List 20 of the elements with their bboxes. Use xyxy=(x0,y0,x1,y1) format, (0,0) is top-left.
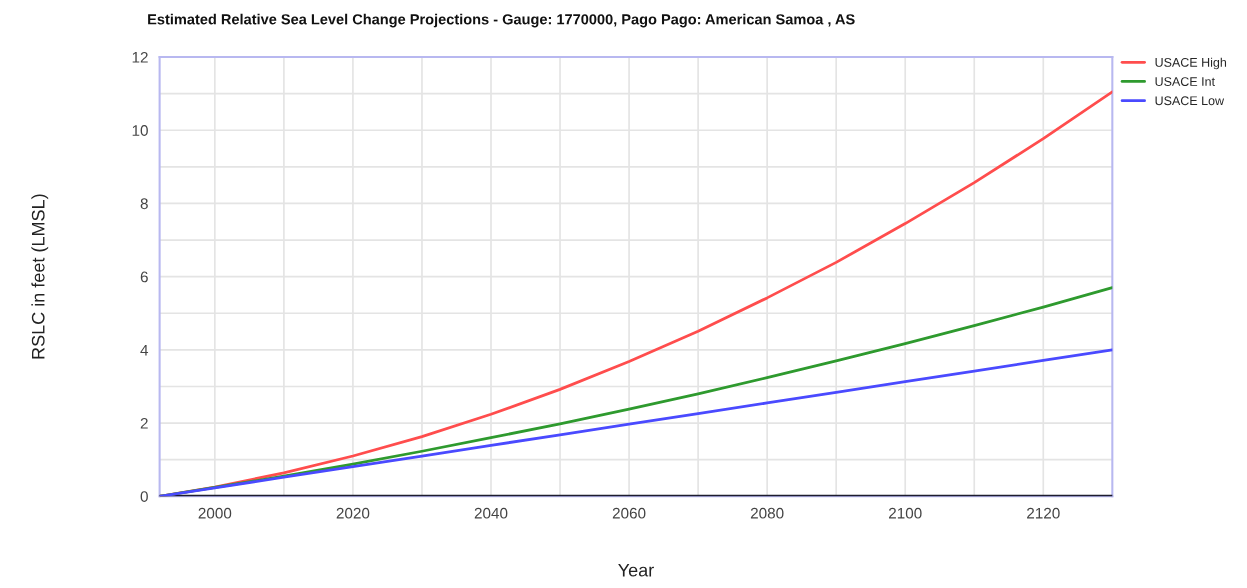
y-tick-label: 0 xyxy=(140,491,148,502)
legend-label: USACE Low xyxy=(1155,96,1225,106)
legend-label: USACE High xyxy=(1155,57,1227,70)
y-axis-title: RSLC in feet (LMSL) xyxy=(31,194,49,359)
x-tick-label: 2120 xyxy=(1027,507,1060,519)
x-tick-label: 2000 xyxy=(198,507,232,519)
y-tick-label: 4 xyxy=(140,344,149,356)
x-tick-label: 2020 xyxy=(336,507,370,519)
y-tick-label: 6 xyxy=(140,271,148,283)
x-tick-label: 2100 xyxy=(888,507,922,519)
x-tick-label: 2040 xyxy=(474,507,508,519)
y-tick-label: 8 xyxy=(140,198,148,210)
x-tick-label: 2080 xyxy=(750,507,784,519)
x-tick-label: 2060 xyxy=(612,507,646,519)
legend-label: USACE Int xyxy=(1155,77,1215,86)
y-tick-label: 10 xyxy=(132,125,148,136)
y-tick-label: 12 xyxy=(132,51,148,63)
y-tick-label: 2 xyxy=(140,417,148,429)
chart-title: Estimated Relative Sea Level Change Projections - Gauge: 1770000, Pago Pago: American Samoa , AS xyxy=(148,13,855,28)
x-axis-title: Year xyxy=(618,563,654,577)
